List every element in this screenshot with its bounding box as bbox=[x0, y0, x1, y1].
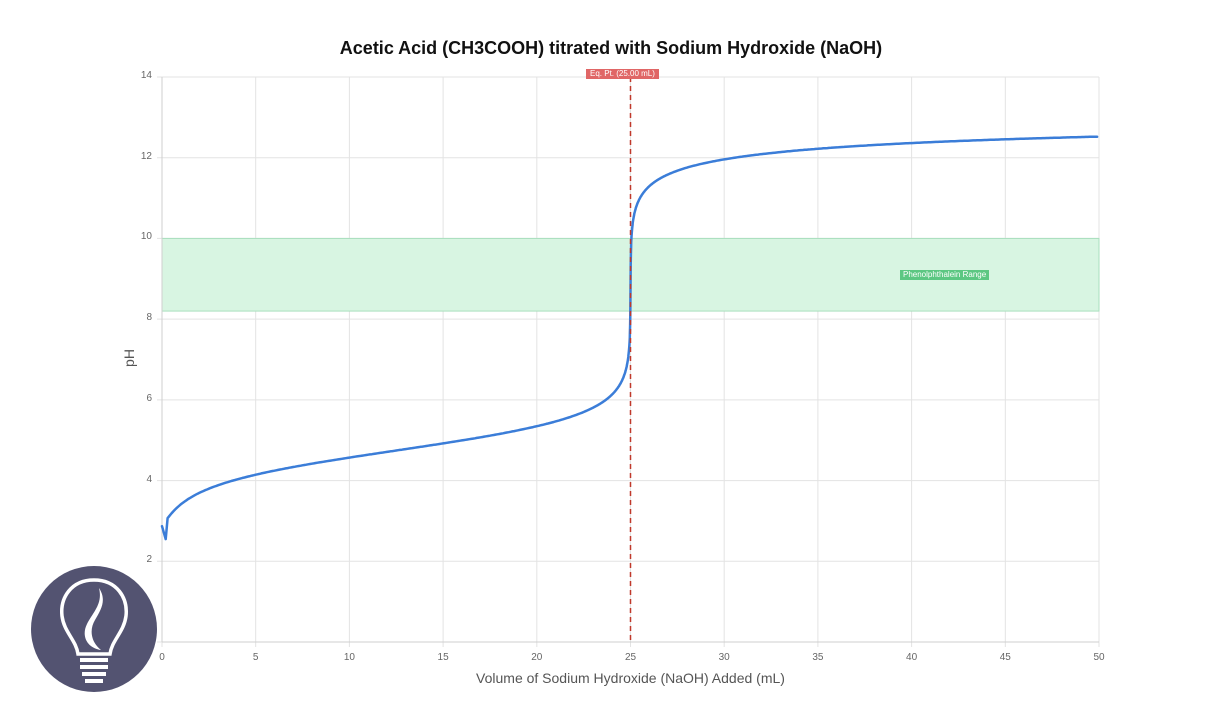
x-tick-label: 15 bbox=[437, 652, 449, 663]
lightbulb-icon bbox=[60, 578, 128, 683]
axes bbox=[161, 77, 1099, 643]
y-tick-label: 10 bbox=[140, 231, 152, 243]
y-axis-label: pH bbox=[121, 349, 137, 367]
x-tick-label: 35 bbox=[812, 652, 824, 663]
y-tick-label: 8 bbox=[146, 312, 152, 324]
phenolphthalein-range-label: Phenolphthalein Range bbox=[900, 270, 990, 280]
lightbulb-logo bbox=[31, 566, 157, 692]
chart-title: Acetic Acid (CH3COOH) titrated with Sodi… bbox=[339, 38, 883, 58]
x-axis-label: Volume of Sodium Hydroxide (NaOH) Added … bbox=[476, 670, 785, 686]
titration-curve bbox=[160, 135, 1099, 541]
y-tick-label: 12 bbox=[140, 150, 152, 162]
y-tick-label: 14 bbox=[140, 70, 152, 81]
y-tick-label: 2 bbox=[146, 554, 152, 566]
x-tick-label: 25 bbox=[624, 652, 637, 663]
y-tick-label: 4 bbox=[146, 473, 152, 485]
x-tick-label: 30 bbox=[718, 652, 730, 663]
x-tick-label: 50 bbox=[1093, 652, 1105, 663]
x-tick-label: 0 bbox=[159, 652, 165, 663]
y-tick-label: 6 bbox=[146, 392, 152, 404]
x-tick-label: 5 bbox=[252, 652, 259, 663]
x-tick-label: 40 bbox=[906, 652, 918, 663]
x-tick-label: 45 bbox=[999, 652, 1011, 663]
x-tick-label: 10 bbox=[343, 652, 355, 663]
equivalence-point-label: Eq. Pt. (25.00 mL) bbox=[586, 69, 659, 79]
x-tick-label: 20 bbox=[531, 652, 543, 663]
